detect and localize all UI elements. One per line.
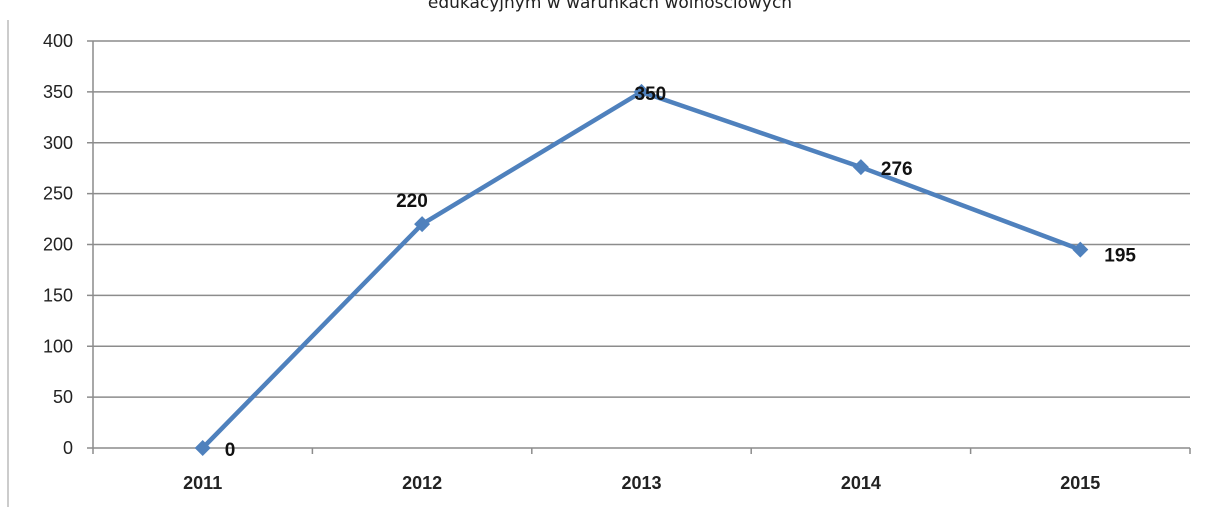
y-tick-label: 300: [43, 133, 73, 153]
data-point-marker: [194, 440, 211, 456]
chart-title: edukacyjnym w warunkach wolnościowych: [428, 0, 792, 13]
y-tick-label: 50: [53, 387, 73, 407]
data-point-marker: [852, 159, 869, 176]
data-label: 195: [1104, 246, 1136, 267]
y-tick-label: 100: [43, 336, 73, 356]
data-labels: 0 220 350 276 195: [225, 84, 1137, 461]
x-tick-label: 2015: [1060, 473, 1100, 493]
data-point-marker: [414, 216, 431, 233]
x-tick-label: 2011: [183, 473, 222, 493]
x-tick-label: 2013: [621, 473, 661, 493]
data-label: 276: [881, 159, 913, 180]
y-tick-label: 0: [63, 438, 73, 458]
y-tick-label: 200: [43, 235, 73, 255]
data-point-marker: [1072, 241, 1089, 258]
y-tick-label: 350: [43, 82, 73, 102]
y-axis-tick-labels: 0 50 100 150 200 250 300 350 400: [43, 31, 73, 458]
series-line-group: [194, 83, 1089, 456]
data-label: 350: [635, 84, 667, 105]
axes: [87, 40, 1191, 454]
x-axis-tick-labels: 2011 2012 2013 2014 2015: [183, 473, 1100, 493]
y-tick-label: 250: [43, 184, 73, 204]
data-label: 0: [225, 440, 236, 461]
x-tick-label: 2012: [402, 473, 442, 493]
data-label: 220: [396, 191, 428, 212]
y-tick-label: 400: [43, 31, 73, 51]
y-tick-label: 150: [43, 285, 73, 305]
series-line: [201, 89, 1082, 450]
data-point-marker: [633, 83, 650, 100]
x-tick-label: 2014: [841, 473, 881, 493]
gridlines: [93, 40, 1190, 398]
